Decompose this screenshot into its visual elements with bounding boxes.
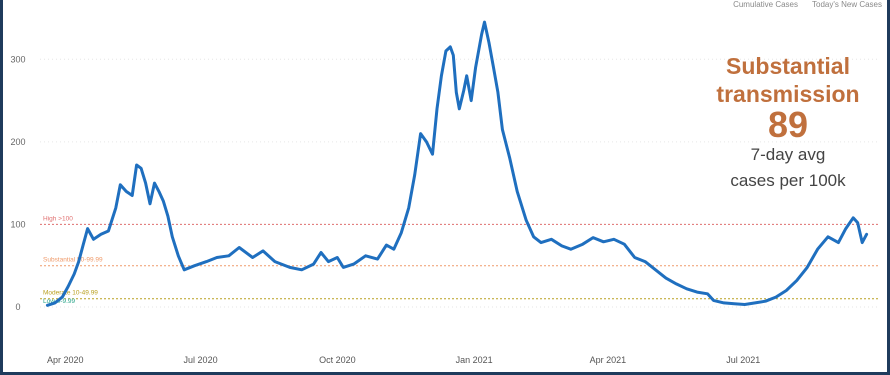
- x-tick-label: Jul 2020: [184, 355, 218, 365]
- tab-todays-new-cases[interactable]: Today's New Cases: [812, 0, 882, 9]
- series-layer: [45, 20, 869, 307]
- avg-cases-label-line1: 7-day avg: [750, 145, 826, 164]
- y-tick-label: 200: [10, 137, 25, 147]
- threshold-label: Substantial 50-99.99: [43, 257, 103, 264]
- avg-cases-label-line2: cases per 100k: [730, 171, 846, 190]
- threshold-label: Moderate 10-49.99: [43, 290, 98, 297]
- threshold-label: High >100: [43, 215, 73, 222]
- tab-cumulative-cases[interactable]: Cumulative Cases: [733, 0, 798, 9]
- threshold-label: Low 0-9.99: [43, 298, 76, 305]
- x-tick-label: Oct 2020: [319, 355, 356, 365]
- axis-ticks: 0 100 200 300 Apr 2020 Jul 2020 Oct 2020 Jan 20…: [10, 54, 760, 365]
- series-line: [45, 20, 869, 307]
- threshold-lines: High >100 Substantial 50-99.99 Moderate 10…: [40, 215, 880, 305]
- transmission-level-line2: transmission: [716, 81, 860, 107]
- x-tick-label: Apr 2021: [590, 355, 627, 365]
- y-tick-label: 100: [10, 219, 25, 229]
- avg-cases-value: 89: [767, 104, 809, 145]
- x-tick-label: Jan 2021: [456, 355, 493, 365]
- x-tick-label: Jul 2021: [726, 355, 760, 365]
- y-tick-label: 0: [15, 302, 20, 312]
- y-tick-label: 300: [10, 54, 25, 64]
- view-tabs: Cumulative Cases Today's New Cases: [733, 0, 882, 12]
- transmission-callout: Substantial transmission 89 7-day avg ca…: [708, 52, 868, 194]
- transmission-level-line1: Substantial: [726, 53, 850, 79]
- x-tick-label: Apr 2020: [47, 355, 84, 365]
